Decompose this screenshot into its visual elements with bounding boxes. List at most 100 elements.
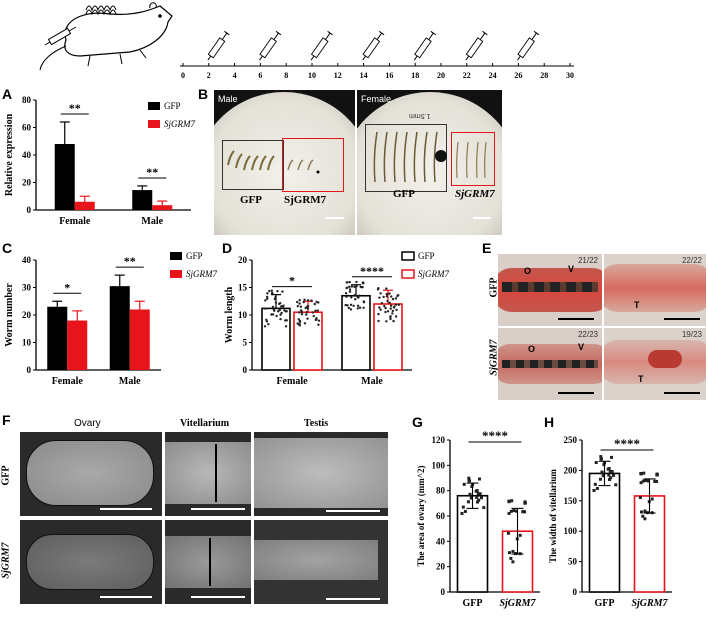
data-point <box>313 302 317 306</box>
panel-f-col-ovary: Ovary <box>74 418 101 429</box>
data-point <box>608 469 612 473</box>
panel-b-female-photo: Female 1.5mm GFP SjGRM7 <box>357 90 502 235</box>
data-point <box>639 510 643 514</box>
data-point <box>282 304 285 307</box>
chart-d-worm-length: 0 5 10 15 20 Worm length Female * Male **** GFP SjG… <box>224 251 449 387</box>
data-point <box>510 499 514 503</box>
legend-label: SjGRM7 <box>186 269 217 279</box>
data-point <box>470 484 474 488</box>
y-tick-label: 40 <box>22 255 32 265</box>
bar <box>152 205 173 210</box>
panel-e-arrow-v: V <box>568 264 575 274</box>
sig-label: ** <box>146 165 158 179</box>
y-tick-label: 5 <box>243 338 248 348</box>
data-point <box>391 312 394 315</box>
data-point <box>315 316 318 320</box>
data-point <box>385 292 388 296</box>
panel-f-col-testis: Testis <box>304 418 329 429</box>
sig-label: **** <box>360 264 384 278</box>
panel-e-arrow-v2: V <box>578 342 585 352</box>
bar <box>132 190 153 210</box>
timeline-tick-label: 2 <box>207 71 211 80</box>
data-point <box>264 299 267 302</box>
data-point <box>477 477 481 481</box>
data-point <box>643 509 647 513</box>
data-point <box>468 492 472 496</box>
y-tick-label: 20 <box>238 255 248 265</box>
bar <box>74 201 95 210</box>
x-tick-label: Male <box>361 376 383 387</box>
data-point <box>506 531 510 535</box>
y-axis-label: Relative expression <box>4 113 15 196</box>
data-point <box>391 309 395 313</box>
data-point <box>348 290 352 293</box>
data-point <box>272 308 276 311</box>
data-point <box>395 308 398 312</box>
bar <box>67 320 88 370</box>
data-point <box>389 304 393 307</box>
x-tick-label: Female <box>276 376 308 387</box>
data-point <box>355 280 358 284</box>
data-point <box>277 310 280 313</box>
x-tick-label: Female <box>59 216 91 227</box>
legend-swatch <box>401 269 415 279</box>
y-tick-label: 80 <box>436 486 446 496</box>
panel-f-row-gfp: GFP <box>0 465 12 486</box>
data-point <box>391 297 395 301</box>
data-point <box>345 281 349 284</box>
data-point <box>271 313 275 316</box>
bar <box>341 294 371 371</box>
y-tick-label: 10 <box>238 310 248 320</box>
data-point <box>354 293 357 296</box>
timeline-tick-label: 14 <box>360 71 368 80</box>
panel-f-sj-ovary <box>20 520 162 604</box>
data-point <box>607 473 611 477</box>
y-tick-label: 60 <box>22 123 32 133</box>
panel-letter-d: D <box>222 240 233 256</box>
timeline-tick-label: 22 <box>463 71 471 80</box>
y-tick-label: 30 <box>22 283 32 293</box>
data-point <box>298 319 302 323</box>
data-point <box>303 298 306 302</box>
data-point <box>264 307 267 310</box>
data-point <box>265 320 269 323</box>
data-point <box>299 305 303 308</box>
data-point <box>467 479 471 483</box>
data-point <box>611 473 615 477</box>
data-point <box>650 497 654 501</box>
mouse-icon <box>39 2 173 71</box>
bar <box>54 144 75 210</box>
data-point <box>461 505 465 509</box>
y-tick-label: 40 <box>22 150 32 160</box>
data-point <box>609 455 613 459</box>
data-point <box>377 312 380 316</box>
sig-label: ** <box>69 101 81 115</box>
y-tick-label: 0 <box>573 587 578 597</box>
y-tick-label: 20 <box>22 178 32 188</box>
y-tick-label: 250 <box>564 435 578 445</box>
data-point <box>350 285 354 288</box>
y-tick-label: 20 <box>436 562 446 572</box>
bar <box>261 307 291 371</box>
data-point <box>386 310 390 313</box>
x-tick-label: Male <box>141 216 163 227</box>
panel-letter-a: A <box>2 86 13 102</box>
timeline-tick-label: 6 <box>258 71 262 80</box>
panel-e-gfp-2: 22/22 T <box>604 254 706 326</box>
timeline-section: 0 2 4 6 8 10 12 14 16 18 20 22 24 26 28 30 <box>0 0 708 84</box>
data-point <box>355 284 358 288</box>
data-point <box>356 304 360 308</box>
panel-b-male-sj: SjGRM7 <box>284 194 327 206</box>
data-point <box>376 288 380 291</box>
data-point <box>601 474 605 478</box>
data-point <box>353 285 356 288</box>
data-point <box>354 297 357 301</box>
syringe-icon <box>259 30 282 61</box>
sig-label: **** <box>614 436 640 451</box>
data-point <box>595 487 599 491</box>
timeline-tick-label: 26 <box>514 71 522 80</box>
data-point <box>638 495 642 499</box>
y-tick-label: 40 <box>436 536 446 546</box>
y-tick-label: 100 <box>564 526 578 536</box>
syringe-icon <box>413 30 437 61</box>
